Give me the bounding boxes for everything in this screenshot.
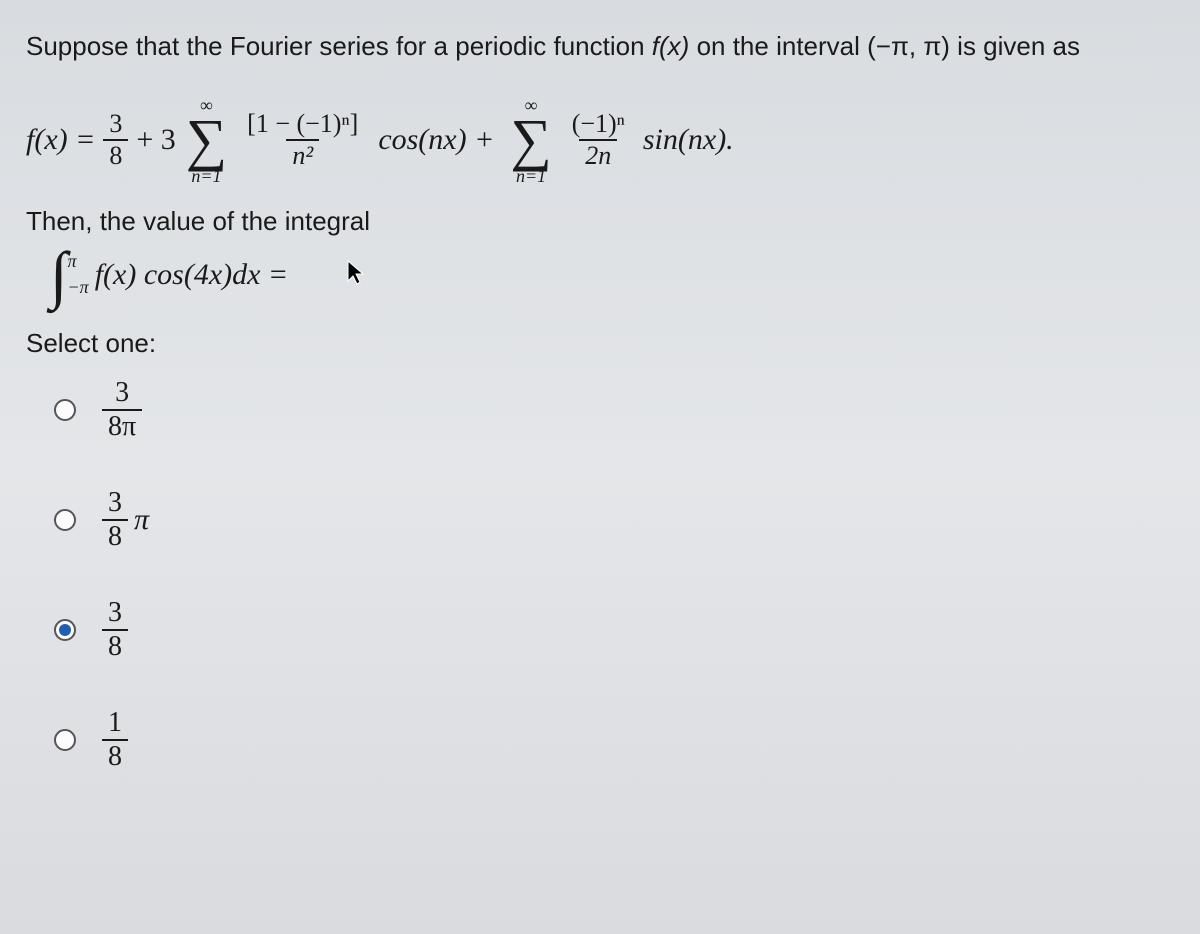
frac2-num: (−1)ⁿ (566, 109, 631, 139)
option-math-b: 38π (98, 487, 149, 553)
cos-coeff-fraction: [1 − (−1)ⁿ] n² (241, 109, 364, 171)
options-list: 38π38π3818 (54, 377, 1174, 773)
sigma-2: ∞ ∑ n=1 (510, 96, 551, 184)
option-math-a: 38π (98, 377, 146, 443)
option-fraction-b: 38 (102, 487, 128, 553)
integral-body: f(x) cos(4x)dx = (95, 258, 288, 292)
radio-d[interactable] (54, 729, 76, 751)
option-den-c: 8 (102, 629, 128, 663)
option-den-b: 8 (102, 519, 128, 553)
option-num-a: 3 (109, 377, 135, 409)
func-fx: f(x) (652, 31, 690, 61)
option-math-d: 18 (98, 707, 132, 773)
radio-a[interactable] (54, 399, 76, 421)
sigma1-bot: n=1 (191, 167, 221, 185)
question-stem: Suppose that the Fourier series for a pe… (26, 28, 1174, 64)
option-d[interactable]: 18 (54, 707, 1174, 773)
int-upper: π (68, 251, 77, 272)
option-math-c: 38 (98, 597, 132, 663)
frac2-den: 2n (579, 139, 617, 171)
intro-text: Suppose that the Fourier series for a pe… (26, 31, 652, 61)
sigma-1: ∞ ∑ n=1 (186, 96, 227, 184)
plus-3: + 3 (136, 123, 175, 157)
integral-symbol: ∫ π −π (50, 249, 89, 300)
sin-term: sin(nx). (643, 123, 734, 157)
option-b[interactable]: 38π (54, 487, 1174, 553)
option-den-d: 8 (102, 739, 128, 773)
radio-b[interactable] (54, 509, 76, 531)
interval-text: (−π, π) (867, 31, 950, 61)
integral-expression: ∫ π −π f(x) cos(4x)dx = (50, 249, 1174, 300)
sigma1-symbol: ∑ (186, 114, 227, 166)
tail-text: is given as (950, 31, 1080, 61)
frac1-den: n² (286, 139, 319, 171)
option-fraction-d: 18 (102, 707, 128, 773)
mid-text: on the interval (689, 31, 867, 61)
frac1-num: [1 − (−1)ⁿ] (241, 109, 364, 139)
option-den-a: 8π (102, 409, 142, 443)
sigma2-symbol: ∑ (510, 114, 551, 166)
option-a[interactable]: 38π (54, 377, 1174, 443)
option-suffix-b: π (134, 503, 149, 537)
option-num-c: 3 (102, 597, 128, 629)
sin-coeff-fraction: (−1)ⁿ 2n (566, 109, 631, 171)
radio-c[interactable] (54, 619, 76, 641)
sigma2-bot: n=1 (516, 167, 546, 185)
const-fraction: 3 8 (103, 109, 128, 171)
option-num-d: 1 (102, 707, 128, 739)
option-fraction-c: 38 (102, 597, 128, 663)
fourier-formula: f(x) = 3 8 + 3 ∞ ∑ n=1 [1 − (−1)ⁿ] n² co… (26, 96, 1174, 184)
int-lower: −π (68, 277, 89, 298)
select-one-label: Select one: (26, 328, 1174, 359)
option-c[interactable]: 38 (54, 597, 1174, 663)
const-den: 8 (103, 139, 128, 171)
option-fraction-a: 38π (102, 377, 142, 443)
formula-lhs: f(x) = (26, 123, 95, 157)
cos-term: cos(nx) + (378, 123, 494, 157)
then-line: Then, the value of the integral (26, 203, 1174, 239)
option-num-b: 3 (102, 487, 128, 519)
const-num: 3 (103, 109, 128, 139)
